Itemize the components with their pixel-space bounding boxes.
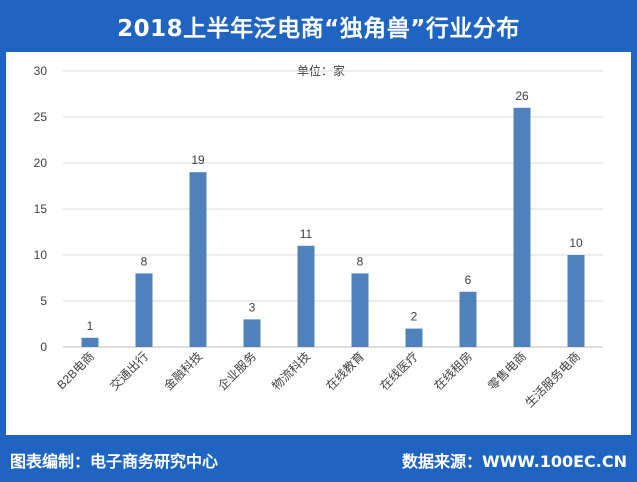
- y-tick-label: 15: [34, 202, 48, 216]
- bar: [459, 291, 477, 347]
- x-tick-label: B2B电商: [54, 349, 98, 393]
- x-tick-label: 在线租房: [431, 349, 476, 394]
- data-label: 6: [465, 273, 472, 287]
- data-label: 8: [357, 254, 364, 268]
- data-label: 3: [249, 300, 256, 314]
- y-tick-label: 25: [34, 110, 48, 124]
- chart-header: 2018上半年泛电商“独角兽”行业分布: [0, 0, 637, 52]
- x-tick-label: 交通出行: [107, 349, 152, 394]
- x-tick-label: 企业服务: [215, 349, 260, 394]
- y-tick-label: 10: [34, 248, 48, 262]
- y-axis-ticks: 0 5 10 15 20 25 30: [34, 64, 48, 354]
- bars: [81, 107, 585, 347]
- grid-lines: [63, 70, 603, 348]
- x-tick-label: 物流科技: [269, 349, 313, 393]
- x-tick-label: 在线教育: [323, 349, 368, 394]
- plot-panel: 单位：家 0 5 10 15 20 25 30 1 8 19 3 11 8 2 6 26 10 B2B电商 交通…: [6, 52, 631, 435]
- x-axis-ticks: B2B电商 交通出行 金融科技 企业服务 物流科技 在线教育 在线医疗 在线租房 零售电商生活服…: [54, 349, 584, 411]
- chart-title: 2018上半年泛电商“独角兽”行业分布: [117, 16, 520, 42]
- y-tick-label: 0: [40, 340, 47, 354]
- bar: [189, 172, 207, 347]
- data-label: 26: [515, 89, 529, 103]
- data-label: 11: [300, 227, 313, 241]
- x-tick-label: 金融科技: [161, 349, 206, 394]
- footer-credit: 图表编制：电子商务研究中心: [10, 452, 219, 471]
- bar: [567, 255, 585, 347]
- bar: [81, 337, 99, 347]
- chart-footer: 图表编制：电子商务研究中心 数据来源：WWW.100EC.CN: [0, 435, 637, 482]
- footer-source: 数据来源：WWW.100EC.CN: [401, 452, 627, 471]
- data-label: 8: [141, 254, 148, 268]
- data-label: 2: [411, 310, 418, 324]
- data-label: 1: [87, 319, 94, 333]
- bar: [135, 273, 153, 347]
- x-tick-label: 零售电商: [485, 349, 530, 394]
- data-label: 10: [569, 236, 583, 250]
- bar: [243, 319, 261, 347]
- x-tick-label: 生活服务电商: [522, 349, 584, 411]
- bar: [405, 328, 423, 347]
- y-tick-label: 5: [40, 294, 47, 308]
- data-label: 19: [191, 153, 205, 167]
- x-tick-label: 在线医疗: [377, 349, 421, 393]
- bar: [351, 273, 369, 347]
- y-tick-label: 30: [34, 64, 48, 78]
- y-tick-label: 20: [34, 156, 48, 170]
- bar: [513, 107, 531, 347]
- bar: [297, 245, 315, 347]
